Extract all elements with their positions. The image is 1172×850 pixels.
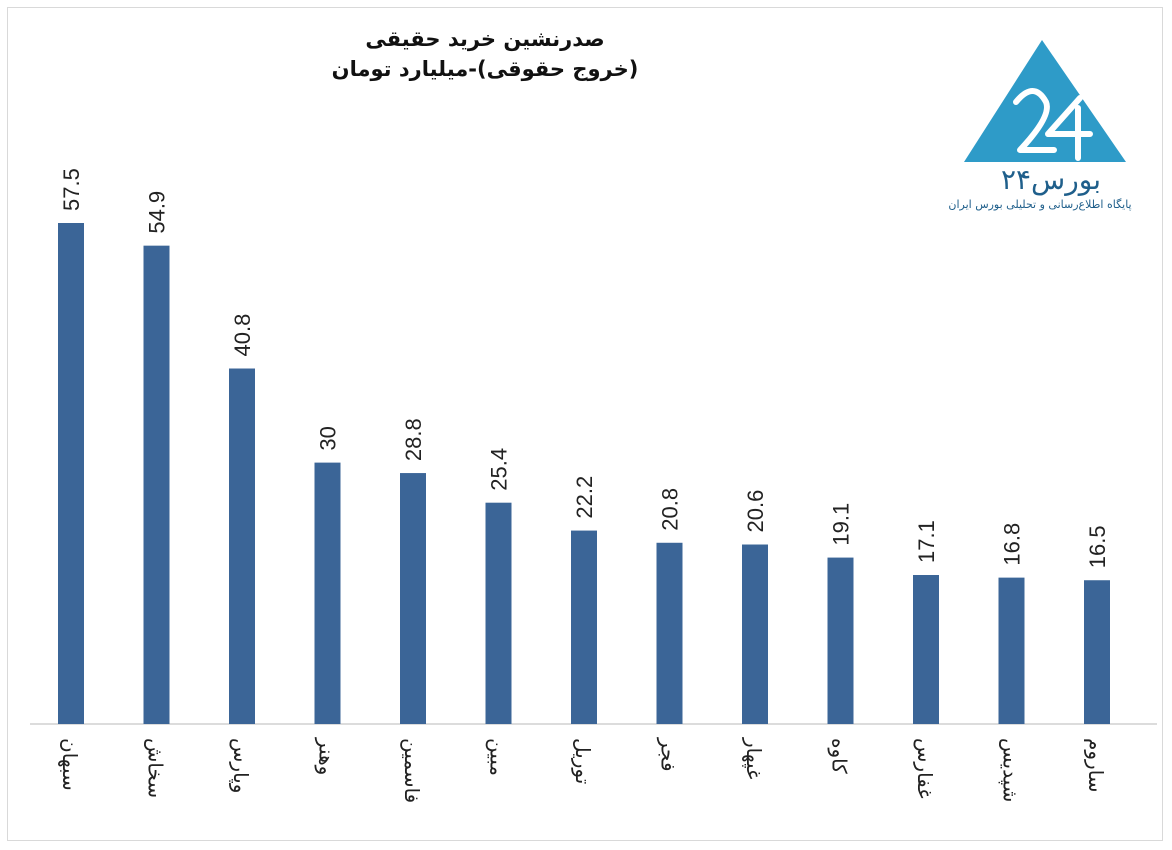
data-label-11: 16.8: [1000, 523, 1025, 566]
category-label-10: غفارس: [913, 738, 937, 799]
bar-9: [827, 557, 854, 724]
logo-icon: [964, 40, 1126, 162]
data-label-2: 40.8: [230, 314, 255, 357]
category-label-4: فاسمین: [400, 738, 424, 803]
bar-3: [314, 462, 341, 724]
chart-title: صدرنشین خرید حقیقی: [365, 27, 605, 51]
data-label-0: 57.5: [59, 168, 84, 211]
category-label-11: شپدیس: [998, 738, 1023, 802]
category-label-6: توریل: [571, 738, 595, 784]
data-label-6: 22.2: [572, 476, 597, 519]
chart-title-block: صدرنشین خرید حقیقی (خروج حقوقی)-میلیارد …: [300, 24, 670, 84]
category-label-12: ساروم: [1084, 738, 1108, 793]
data-label-10: 17.1: [914, 520, 939, 563]
bar-6: [571, 530, 597, 724]
category-label-9: کاوه: [828, 738, 852, 774]
bar-4: [400, 473, 426, 724]
bar-2: [229, 368, 255, 724]
data-label-9: 19.1: [829, 503, 854, 546]
category-label-1: سخاش: [144, 738, 168, 798]
bar-12: [1084, 580, 1110, 724]
bar-7: [656, 542, 683, 724]
bar-0: [58, 223, 84, 724]
data-label-12: 16.5: [1085, 525, 1110, 568]
category-label-3: وهنر: [315, 737, 339, 775]
category-label-2: وپارس: [228, 738, 253, 793]
category-label-7: فجر: [657, 737, 681, 772]
bar-10: [913, 575, 939, 724]
data-label-3: 30: [316, 426, 341, 450]
data-label-4: 28.8: [401, 418, 426, 461]
logo-tagline: پایگاه اطلاع‌رسانی و تحلیلی بورس ایران: [948, 198, 1132, 211]
data-label-5: 25.4: [487, 448, 512, 491]
bar-5: [485, 502, 512, 724]
bar-1: [143, 245, 170, 724]
category-label-8: غپهار: [741, 737, 766, 779]
logo-name: بورس۲۴: [1000, 163, 1102, 196]
bar-11: [998, 577, 1025, 724]
data-label-1: 54.9: [145, 191, 170, 234]
category-label-5: مبین: [486, 738, 510, 776]
data-label-7: 20.8: [658, 488, 683, 531]
data-label-8: 20.6: [743, 490, 768, 533]
bar-8: [742, 544, 768, 724]
chart-subtitle: (خروج حقوقی)-میلیارد تومان: [331, 57, 639, 81]
category-label-0: سبهان: [58, 738, 82, 791]
